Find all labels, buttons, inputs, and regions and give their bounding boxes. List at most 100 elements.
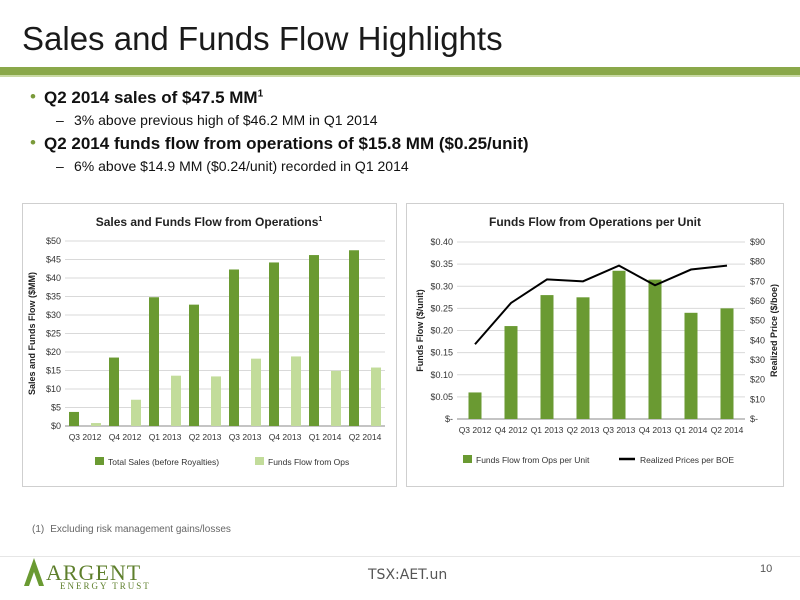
bar bbox=[504, 326, 518, 419]
bar bbox=[720, 308, 734, 419]
bar bbox=[269, 262, 279, 426]
bar bbox=[349, 250, 359, 426]
bullet-sales: Q2 2014 sales of $47.5 MM1 bbox=[30, 87, 770, 108]
y-tick-label: $0.10 bbox=[430, 370, 453, 380]
bar bbox=[468, 392, 482, 419]
y-tick-label: $0 bbox=[51, 421, 61, 431]
y2-tick-label: $80 bbox=[750, 257, 765, 267]
bar bbox=[540, 295, 554, 419]
chart-title: Funds Flow from Operations per Unit bbox=[489, 215, 701, 229]
y-tick-label: $0.05 bbox=[430, 392, 453, 402]
legend-label: Total Sales (before Royalties) bbox=[108, 457, 219, 467]
footnote: (1) Excluding risk management gains/losse… bbox=[32, 524, 231, 535]
page-title: Sales and Funds Flow Highlights bbox=[22, 20, 503, 57]
logo-tagline: ENERGY TRUST bbox=[60, 581, 151, 591]
ticker-symbol: TSX:AET.un bbox=[368, 567, 448, 583]
argent-logo-icon bbox=[24, 558, 44, 586]
y-tick-label: $0.15 bbox=[430, 348, 453, 358]
legend-swatch bbox=[463, 455, 472, 463]
y-tick-label: $0.30 bbox=[430, 281, 453, 291]
y-tick-label: $30 bbox=[46, 310, 61, 320]
bar bbox=[189, 304, 199, 426]
x-tick-label: Q1 2014 bbox=[675, 425, 708, 435]
bar bbox=[229, 269, 239, 426]
footnote-text: Excluding risk management gains/losses bbox=[50, 524, 231, 535]
bar bbox=[251, 358, 261, 426]
title-divider bbox=[0, 67, 800, 75]
y2-tick-label: $60 bbox=[750, 296, 765, 306]
x-tick-label: Q3 2012 bbox=[459, 425, 492, 435]
funds-flow-per-unit-chart: Funds Flow from Operations per Unit $- $0.… bbox=[415, 215, 779, 465]
x-tick-label: Q4 2013 bbox=[269, 432, 302, 442]
bar bbox=[684, 312, 698, 419]
bullet-funds-flow: Q2 2014 funds flow from operations of $1… bbox=[30, 133, 770, 154]
bar bbox=[371, 367, 381, 426]
x-tick-label: Q3 2012 bbox=[69, 432, 102, 442]
funds-flow-per-unit-chart-panel: Funds Flow from Operations per Unit $- $0.… bbox=[406, 203, 784, 487]
bar bbox=[149, 297, 159, 426]
bar bbox=[612, 270, 626, 419]
x-tick-label: Q4 2012 bbox=[495, 425, 528, 435]
y-axis-label: Sales and Funds Flow ($MM) bbox=[27, 272, 37, 395]
y2-tick-label: $70 bbox=[750, 276, 765, 286]
y-tick-label: $0.40 bbox=[430, 237, 453, 247]
bar bbox=[331, 370, 341, 426]
bar bbox=[291, 356, 301, 426]
y-tick-label: $25 bbox=[46, 329, 61, 339]
y2-axis-label: Realized Price ($/boe) bbox=[769, 284, 779, 377]
x-tick-label: Q1 2013 bbox=[149, 432, 182, 442]
x-tick-label: Q2 2014 bbox=[349, 432, 382, 442]
title-divider-light bbox=[0, 75, 800, 77]
x-tick-label: Q3 2013 bbox=[603, 425, 636, 435]
y2-tick-label: $50 bbox=[750, 316, 765, 326]
sub-bullet-funds-flow: 6% above $14.9 MM ($0.24/unit) recorded … bbox=[56, 158, 770, 174]
legend-swatch bbox=[95, 457, 104, 465]
x-tick-label: Q2 2014 bbox=[711, 425, 744, 435]
bar bbox=[648, 279, 662, 419]
sales-funds-flow-chart-panel: Sales and Funds Flow from Operations1 $0 $… bbox=[22, 203, 397, 487]
x-tick-label: Q4 2012 bbox=[109, 432, 142, 442]
legend-label: Realized Prices per BOE bbox=[640, 455, 734, 465]
footer-divider bbox=[0, 556, 800, 557]
x-tick-label: Q1 2014 bbox=[309, 432, 342, 442]
highlights-list: Q2 2014 sales of $47.5 MM1 3% above prev… bbox=[30, 87, 770, 180]
bullet-sales-text: Q2 2014 sales of $47.5 MM bbox=[44, 88, 258, 107]
footnote-number: (1) bbox=[32, 524, 45, 535]
x-tick-label: Q1 2013 bbox=[531, 425, 564, 435]
y-tick-label: $0.35 bbox=[430, 259, 453, 269]
sales-funds-flow-chart: Sales and Funds Flow from Operations1 $0 $… bbox=[27, 215, 385, 467]
logo-name: Argent bbox=[46, 560, 142, 585]
sub-bullet-sales: 3% above previous high of $46.2 MM in Q1… bbox=[56, 112, 770, 128]
bar bbox=[131, 399, 141, 426]
y-tick-label: $0.20 bbox=[430, 326, 453, 336]
chart-title: Sales and Funds Flow from Operations1 bbox=[96, 215, 323, 229]
bar bbox=[109, 357, 119, 426]
bar bbox=[576, 297, 590, 419]
y-tick-label: $15 bbox=[46, 366, 61, 376]
y2-tick-label: $30 bbox=[750, 355, 765, 365]
y2-tick-label: $10 bbox=[750, 394, 765, 404]
y-tick-label: $35 bbox=[46, 292, 61, 302]
x-tick-label: Q4 2013 bbox=[639, 425, 672, 435]
y2-tick-label: $90 bbox=[750, 237, 765, 247]
footnote-ref: 1 bbox=[257, 88, 264, 100]
y-tick-label: $- bbox=[445, 414, 453, 424]
price-line bbox=[474, 264, 728, 345]
y-tick-label: $45 bbox=[46, 255, 61, 265]
y-tick-label: $50 bbox=[46, 236, 61, 246]
y2-tick-label: $40 bbox=[750, 335, 765, 345]
bar bbox=[171, 375, 181, 426]
bar bbox=[309, 255, 319, 426]
x-tick-label: Q2 2013 bbox=[189, 432, 222, 442]
legend-label: Funds Flow from Ops bbox=[268, 457, 349, 467]
y-tick-label: $40 bbox=[46, 273, 61, 283]
y-tick-label: $20 bbox=[46, 347, 61, 357]
bar bbox=[91, 423, 101, 426]
x-tick-label: Q2 2013 bbox=[567, 425, 600, 435]
y-tick-label: $0.25 bbox=[430, 303, 453, 313]
y-tick-label: $10 bbox=[46, 384, 61, 394]
legend-label: Funds Flow from Ops per Unit bbox=[476, 455, 590, 465]
x-tick-label: Q3 2013 bbox=[229, 432, 262, 442]
bar bbox=[211, 376, 221, 426]
y2-tick-label: $20 bbox=[750, 375, 765, 385]
